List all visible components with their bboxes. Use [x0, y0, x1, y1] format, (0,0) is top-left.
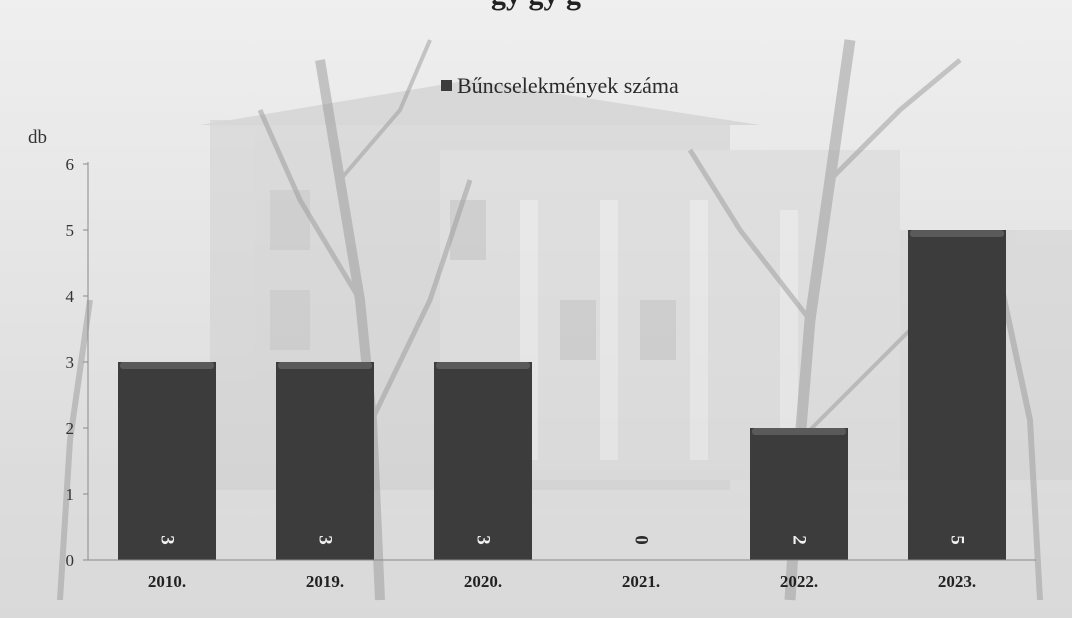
x-tick-label: 2021. — [622, 572, 660, 591]
x-tick-label: 2010. — [148, 572, 186, 591]
y-tick-label: 1 — [66, 485, 75, 504]
x-tick-label: 2022. — [780, 572, 818, 591]
tree-shapes — [57, 39, 1043, 601]
y-axis-unit: db — [28, 127, 47, 148]
legend: Bűncselekmények száma — [441, 73, 679, 98]
data-label: 3 — [157, 535, 178, 545]
x-tick-label: 2020. — [464, 572, 502, 591]
legend-label: Bűncselekmények száma — [457, 73, 679, 98]
y-tick-label: 6 — [66, 155, 75, 174]
bar-cap — [278, 362, 372, 369]
data-label: 2 — [789, 535, 810, 545]
bar-cap — [752, 428, 846, 435]
x-axis: 2010. 2019. 2020. 2021. 2022. 2023. — [88, 559, 1036, 591]
bar — [908, 230, 1006, 560]
data-label: 3 — [473, 535, 494, 545]
x-tick-label: 2023. — [938, 572, 976, 591]
bar — [434, 362, 532, 560]
title-fragment: gy gy g — [0, 0, 1072, 12]
bar — [750, 428, 848, 560]
bar-cap — [910, 230, 1004, 237]
y-tick-label: 2 — [66, 419, 75, 438]
bars — [118, 230, 1006, 560]
y-tick-label: 3 — [66, 353, 75, 372]
bar-cap — [120, 362, 214, 369]
y-tick-label: 0 — [66, 551, 75, 570]
data-label: 3 — [315, 535, 336, 545]
data-label: 5 — [947, 535, 968, 545]
x-tick-label: 2019. — [306, 572, 344, 591]
y-axis: 0 1 2 3 4 5 6 — [66, 155, 89, 570]
y-tick-label: 4 — [66, 287, 75, 306]
data-labels: 3 3 3 0 2 5 — [157, 535, 968, 545]
data-label: 0 — [631, 535, 652, 545]
bar — [118, 362, 216, 560]
legend-marker — [441, 80, 452, 91]
y-tick-label: 5 — [66, 221, 75, 240]
bar — [276, 362, 374, 560]
bar-cap — [436, 362, 530, 369]
